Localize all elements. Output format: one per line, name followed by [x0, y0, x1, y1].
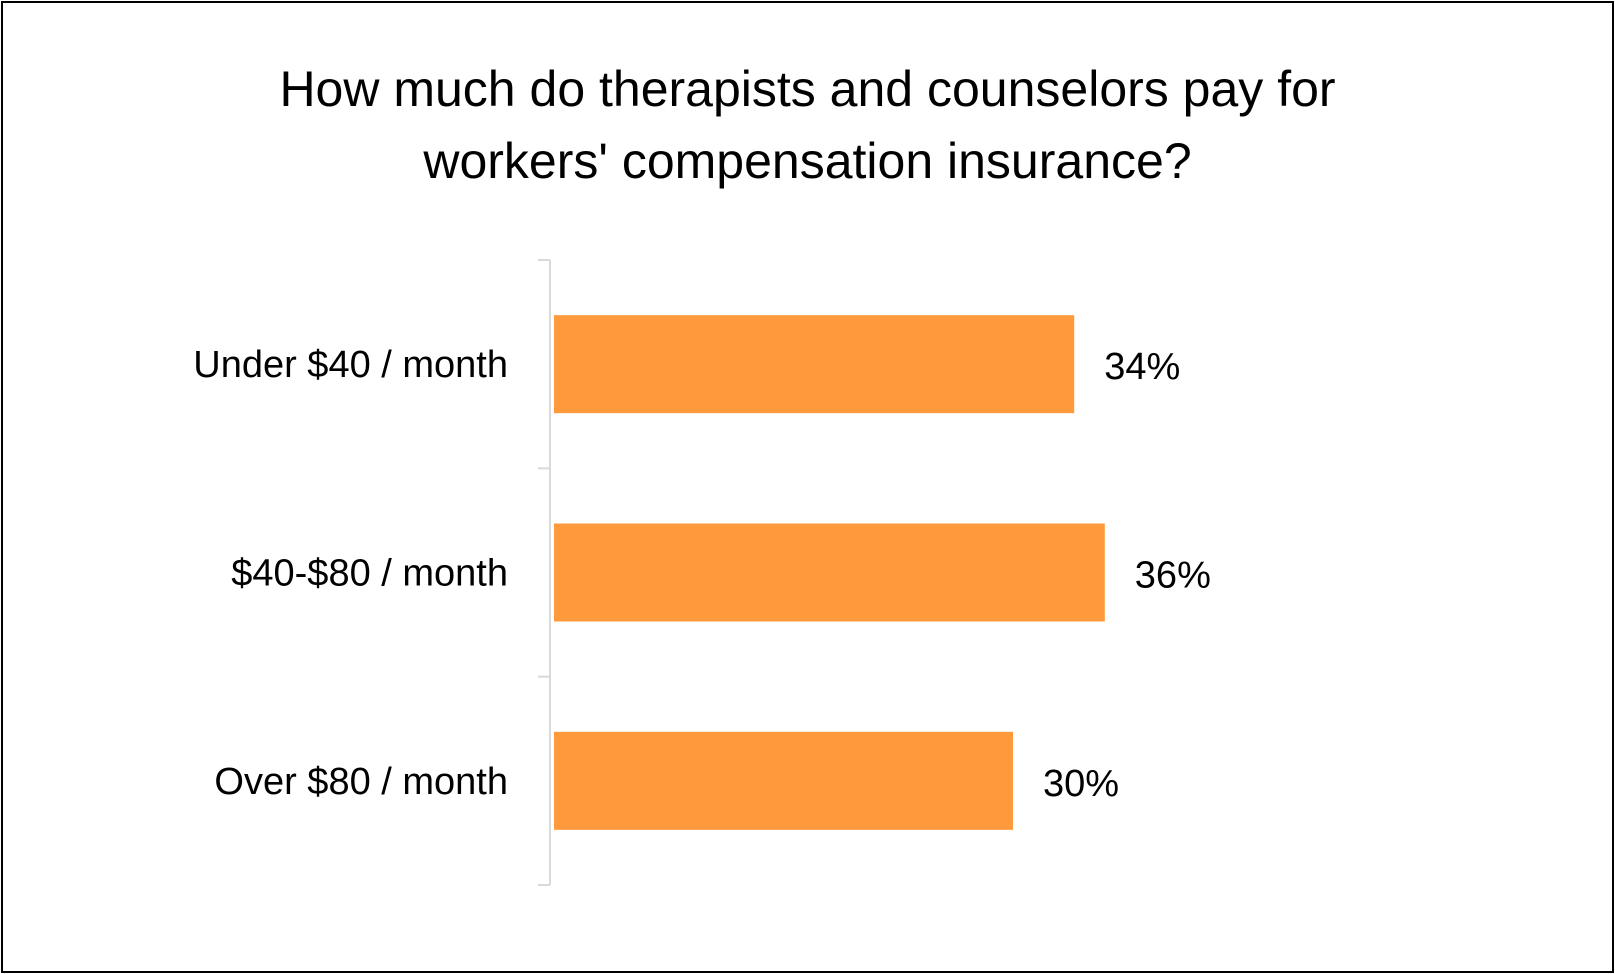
data-label-1: 36%	[1135, 555, 1211, 597]
bar-2	[554, 731, 1013, 830]
data-label-2: 30%	[1043, 763, 1119, 805]
category-label-1: $40-$80 / month	[231, 553, 508, 595]
category-label-2: Over $80 / month	[214, 761, 508, 803]
chart-title: How much do therapists and counselors pa…	[3, 53, 1612, 197]
bar-0	[554, 315, 1075, 414]
chart-title-line-2: workers' compensation insurance?	[423, 133, 1192, 189]
data-label-0: 34%	[1104, 346, 1180, 388]
chart-title-line-1: How much do therapists and counselors pa…	[279, 61, 1336, 117]
bar-chart-plot: Under $40 / month 34% $40-$80 / month 36% Ov…	[193, 259, 1211, 886]
category-label-0: Under $40 / month	[193, 344, 508, 386]
bar-1	[554, 523, 1105, 622]
